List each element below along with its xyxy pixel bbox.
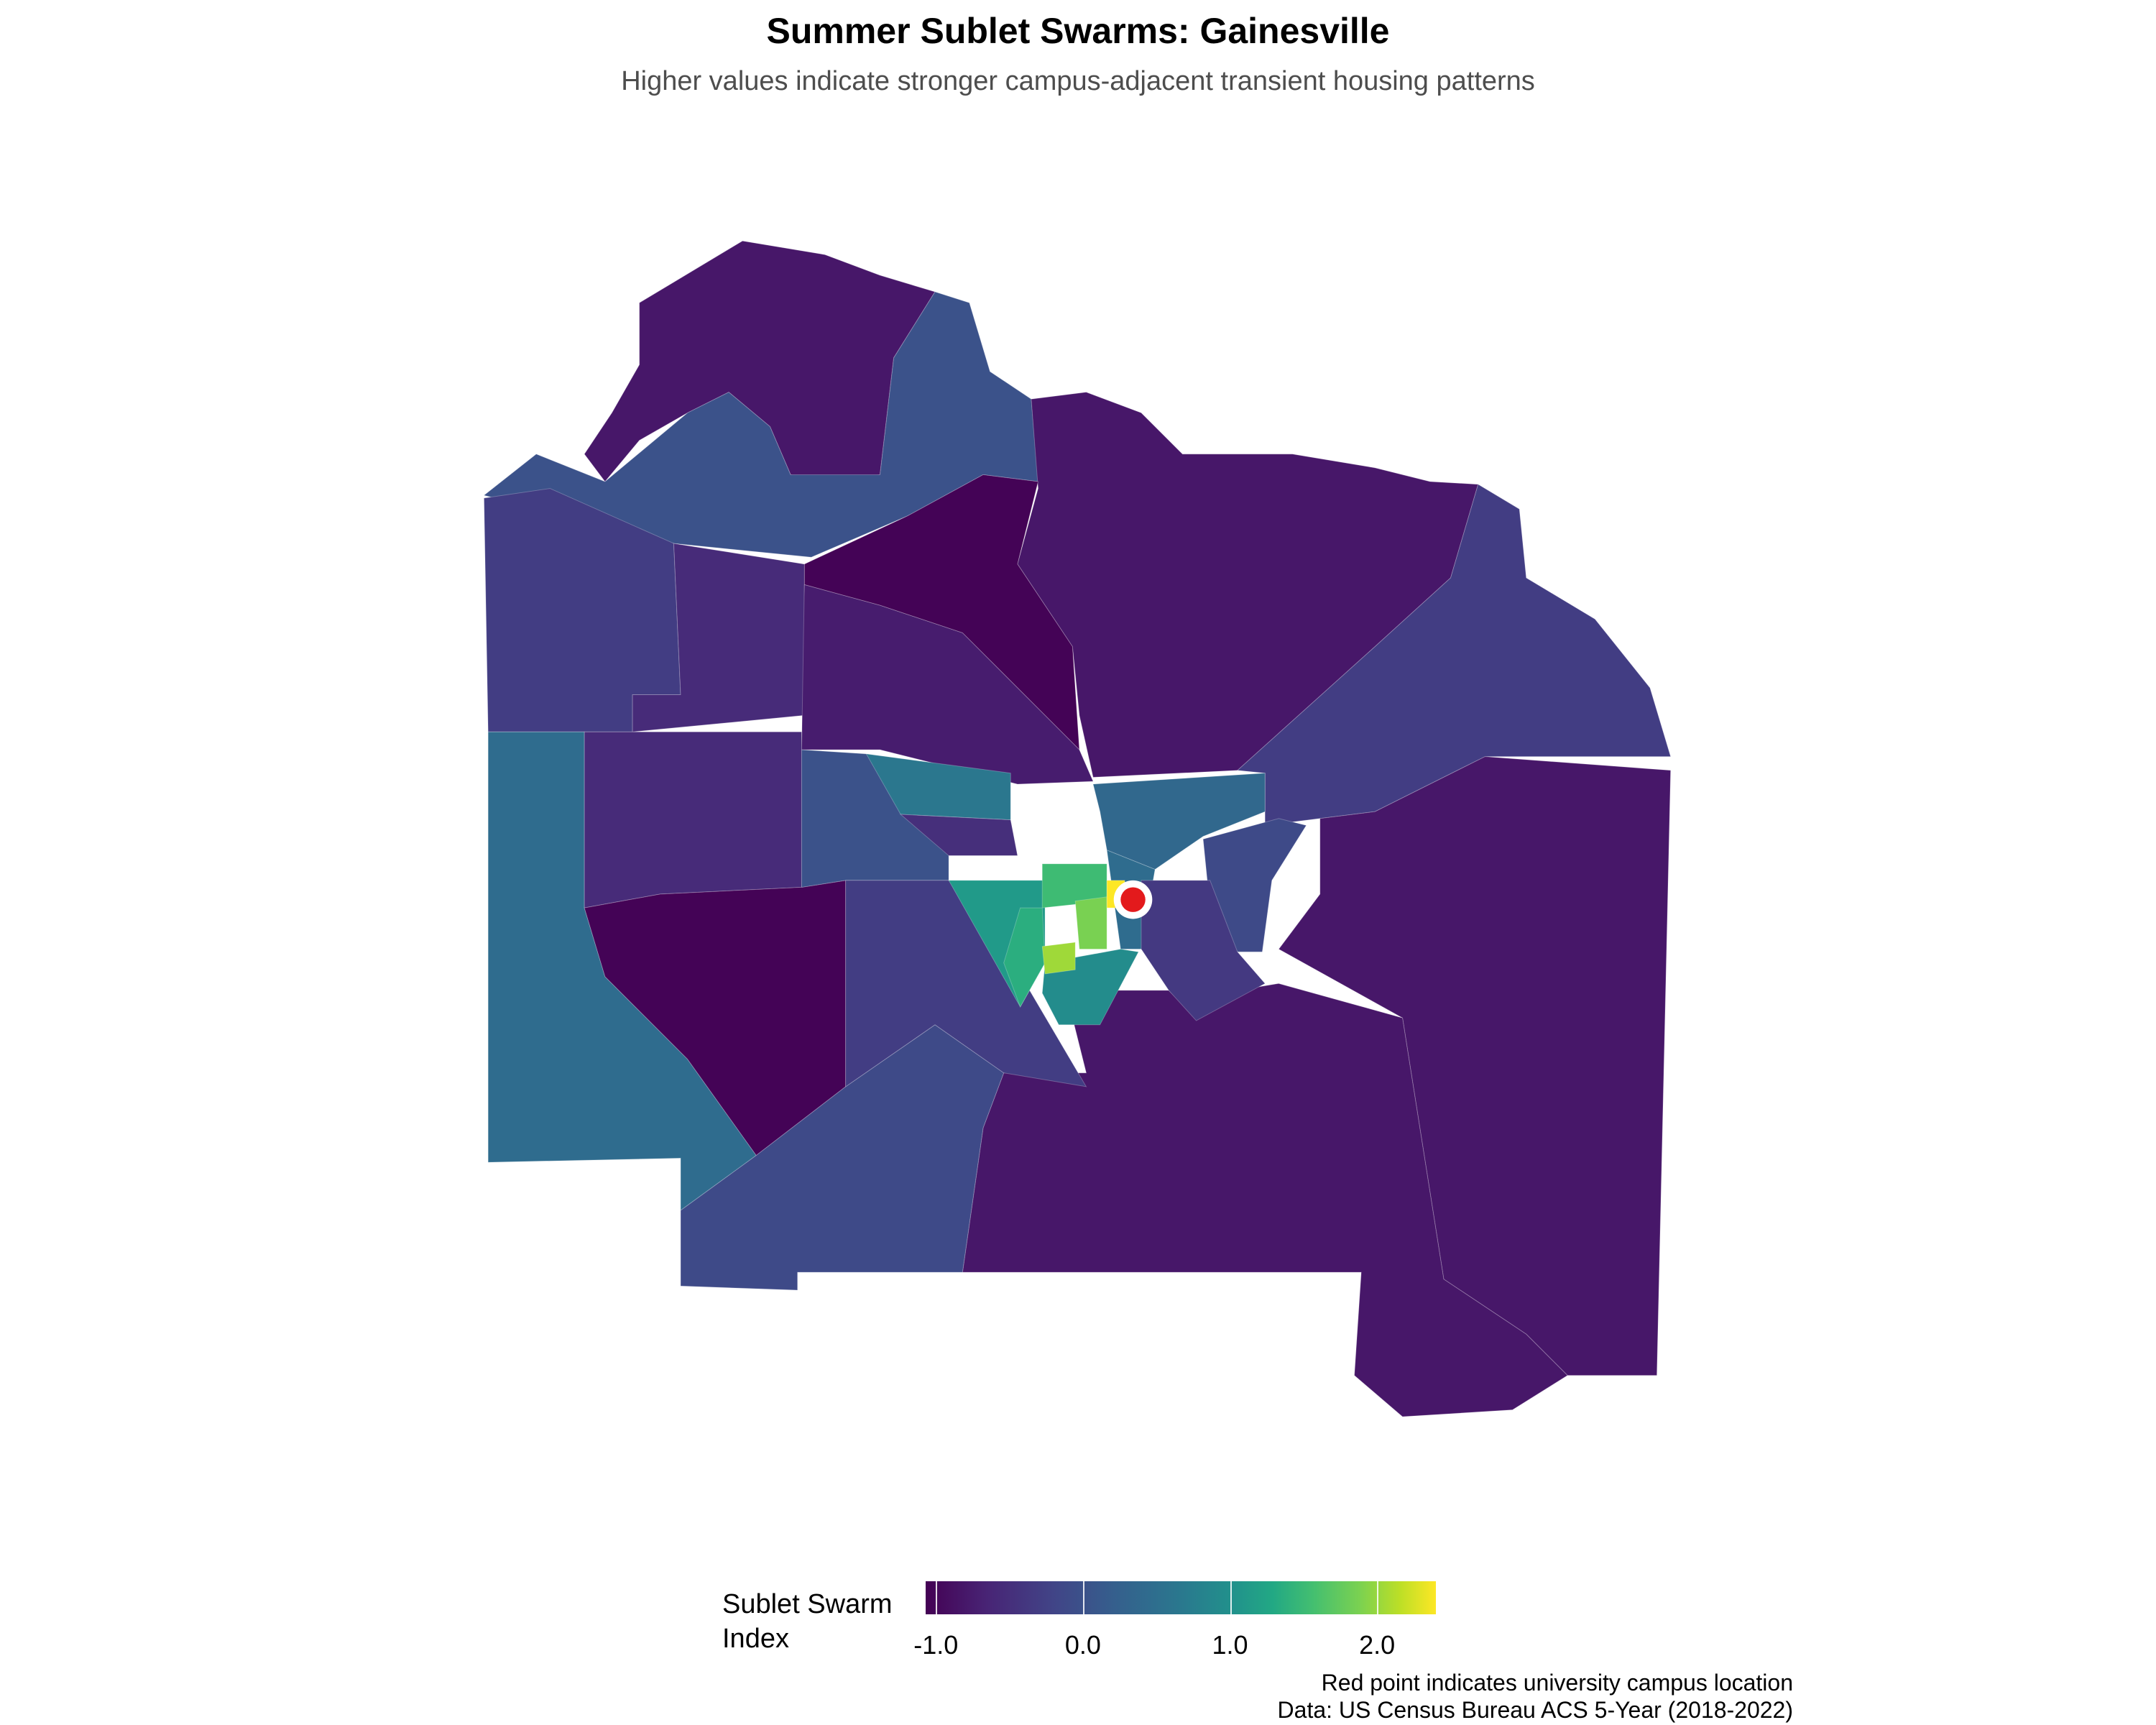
map-region-northeast-center [1092, 773, 1266, 870]
map-region-center-small [899, 814, 1018, 856]
colorbar-tick [1230, 1581, 1232, 1614]
legend-title-line: Sublet Swarm [722, 1589, 893, 1619]
caption-data-source: Data: US Census Bureau ACS 5-Year (2018-… [1277, 1697, 1793, 1723]
chart-title: Summer Sublet Swarms: Gainesville [766, 11, 1390, 51]
colorbar [926, 1581, 1436, 1614]
legend-title: Sublet Swarm Index [722, 1587, 931, 1656]
map-region-north-center-lower [801, 584, 1094, 785]
map-region-east [1278, 756, 1672, 1376]
colorbar-tick [1082, 1581, 1084, 1614]
caption-campus-note: Red point indicates university campus lo… [1321, 1670, 1793, 1696]
map-region-south [680, 1024, 1005, 1291]
map-region-west-center [584, 731, 802, 908]
colorbar-tick [1377, 1581, 1379, 1614]
colorbar-tick-label: 2.0 [1359, 1630, 1396, 1660]
chart-subtitle: Higher values indicate stronger campus-a… [621, 66, 1535, 96]
map-region-southeast-center [1141, 880, 1266, 1021]
colorbar-tick-label: 1.0 [1212, 1630, 1248, 1660]
colorbar-tick-label: -1.0 [913, 1630, 959, 1660]
map-region-north-band [483, 291, 1039, 558]
map-region-south-center [962, 983, 1568, 1417]
colorbar-tick-label: 0.0 [1064, 1630, 1101, 1660]
map-region-center-lime [1074, 896, 1107, 950]
caption: Red point indicates university campus lo… [1278, 1669, 1793, 1724]
campus-marker [1120, 887, 1146, 912]
colorbar-tick [936, 1581, 938, 1614]
map-region-center-lightgreen [1041, 942, 1076, 975]
legend-title-line: Index [722, 1624, 789, 1654]
map-region-center-green [1003, 907, 1046, 1008]
